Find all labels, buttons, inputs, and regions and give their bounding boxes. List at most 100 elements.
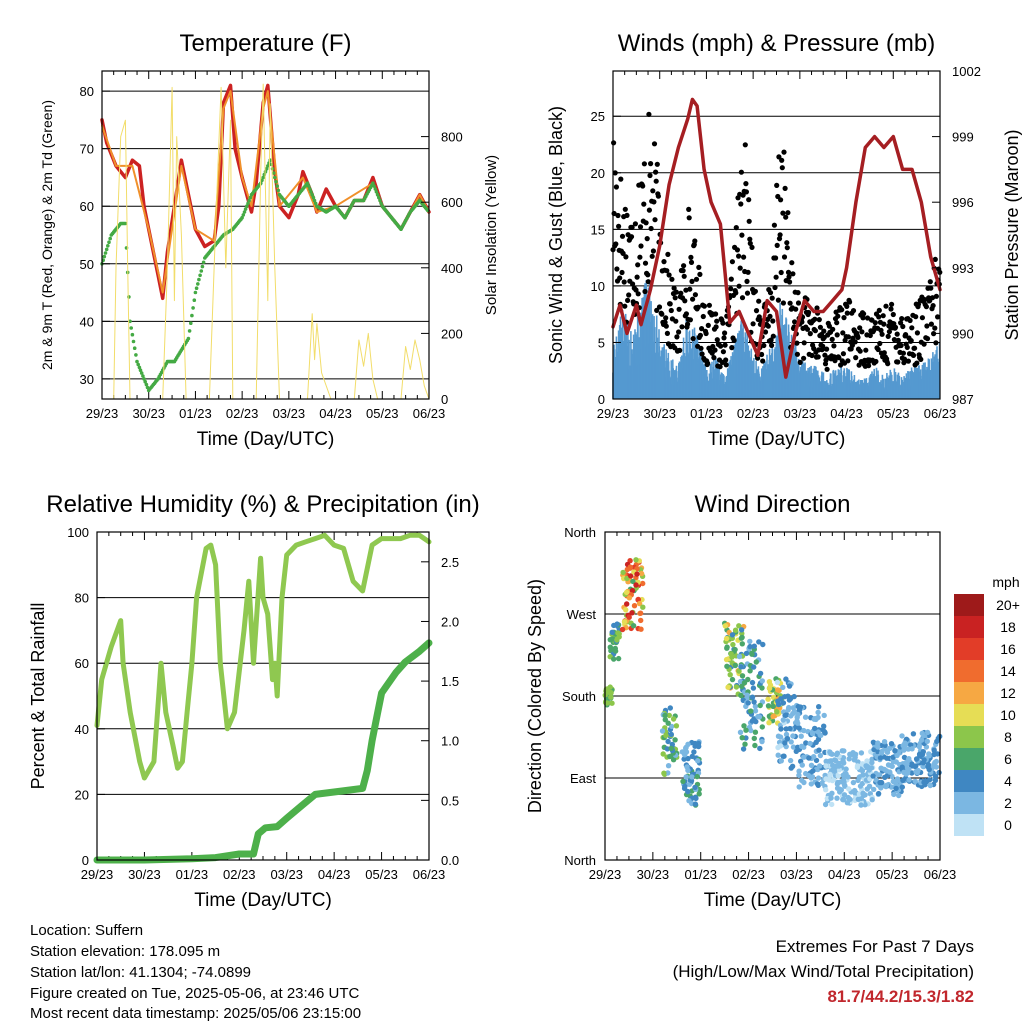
data-point <box>852 339 858 345</box>
data-point <box>693 276 700 282</box>
data-point <box>747 638 753 645</box>
data-point <box>266 164 270 168</box>
data-point <box>724 644 730 650</box>
data-point <box>891 791 897 798</box>
data-point <box>774 679 781 685</box>
y-right-tick-label: 996 <box>952 195 974 210</box>
data-point <box>650 188 656 194</box>
data-point <box>618 176 624 182</box>
data-point <box>626 292 632 298</box>
data-point <box>199 269 204 273</box>
data-point <box>869 759 875 766</box>
data-point <box>667 753 673 760</box>
data-point <box>671 285 677 291</box>
data-point <box>687 286 693 292</box>
data-point <box>730 641 736 648</box>
data-point <box>759 685 765 691</box>
data-point <box>137 365 142 370</box>
data-point <box>738 692 744 699</box>
data-point <box>744 278 750 284</box>
data-point <box>824 346 830 352</box>
x-tick-label: 04/23 <box>318 867 351 882</box>
data-point <box>739 735 745 741</box>
data-point <box>144 382 149 387</box>
data-point <box>697 332 704 338</box>
data-point <box>861 311 867 317</box>
data-point <box>377 195 381 200</box>
data-point <box>841 748 847 754</box>
data-point <box>685 741 691 747</box>
x-tick-label: 04/23 <box>830 406 863 421</box>
data-point <box>720 320 726 326</box>
data-point <box>688 259 695 265</box>
colorbar-label: 4 <box>1004 773 1012 789</box>
data-point <box>831 343 837 349</box>
data-point <box>276 188 281 193</box>
data-point <box>686 798 692 804</box>
data-point <box>918 737 925 743</box>
data-point <box>890 311 896 318</box>
data-point <box>857 348 863 354</box>
data-point <box>192 298 197 303</box>
data-point <box>699 326 705 332</box>
panel-title: Relative Humidity (%) & Precipitation (i… <box>46 491 479 518</box>
data-point <box>751 643 757 649</box>
data-point <box>734 247 741 253</box>
x-tick-label: 29/23 <box>81 867 114 882</box>
data-point <box>705 322 711 328</box>
data-point <box>736 653 743 660</box>
data-point <box>906 756 912 762</box>
info-location: Location: Suffern <box>30 922 144 939</box>
data-point <box>794 714 800 720</box>
y-axis-label: Sonic Wind & Gust (Blue, Black) <box>546 106 566 364</box>
data-point <box>767 290 774 296</box>
data-point <box>723 656 730 663</box>
data-point <box>853 355 859 361</box>
data-point <box>690 336 696 342</box>
data-point <box>670 716 677 722</box>
data-point <box>670 757 677 763</box>
data-point <box>736 668 742 674</box>
data-point <box>875 790 882 797</box>
data-point <box>742 741 748 747</box>
data-point <box>893 778 899 784</box>
colorbar-swatch <box>954 682 984 704</box>
data-point <box>629 587 636 594</box>
data-point <box>835 313 841 319</box>
data-point <box>872 320 878 326</box>
series-sonic_wind <box>612 280 941 399</box>
data-point <box>678 290 684 296</box>
data-point <box>686 215 692 221</box>
data-point <box>776 687 782 694</box>
data-point <box>635 262 641 268</box>
data-point <box>663 315 669 321</box>
y-tick-label: 80 <box>75 591 89 606</box>
data-point <box>696 791 702 797</box>
data-point <box>738 201 744 207</box>
data-point <box>685 755 691 762</box>
data-point <box>830 326 836 332</box>
x-tick-label: 03/23 <box>784 406 817 421</box>
data-point <box>273 175 277 180</box>
data-point <box>883 768 890 774</box>
x-tick-label: 01/23 <box>179 406 212 421</box>
data-point <box>624 212 630 218</box>
data-point <box>812 316 818 322</box>
data-point <box>765 703 772 709</box>
data-point <box>647 172 653 179</box>
data-point <box>785 210 791 216</box>
data-point <box>841 792 848 798</box>
data-point <box>851 787 858 794</box>
data-point <box>770 703 776 710</box>
data-point <box>626 595 633 601</box>
y-tick-label: 25 <box>591 109 605 124</box>
y-tick-label: East <box>570 771 596 786</box>
data-point <box>738 664 744 670</box>
data-point <box>935 314 941 320</box>
data-point <box>769 295 775 301</box>
data-point <box>816 317 822 323</box>
data-point <box>834 332 840 338</box>
data-point <box>760 358 766 364</box>
data-point <box>873 777 879 783</box>
data-point <box>750 685 757 691</box>
